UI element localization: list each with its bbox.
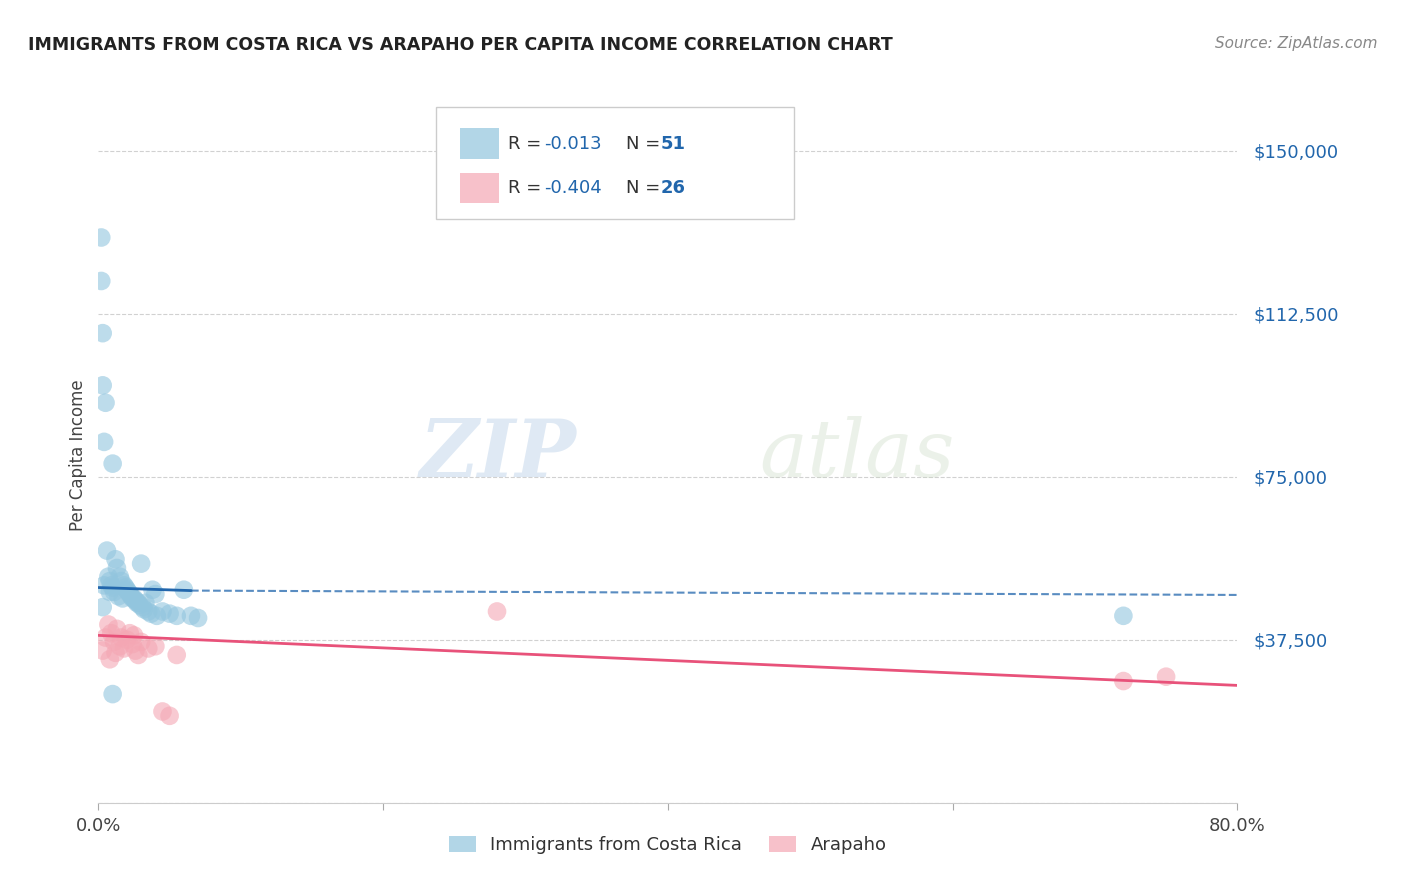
Text: -0.404: -0.404 bbox=[544, 179, 602, 197]
Point bbox=[127, 648, 149, 662]
Point bbox=[105, 561, 128, 575]
Point bbox=[101, 687, 124, 701]
Point bbox=[118, 626, 141, 640]
Text: -0.013: -0.013 bbox=[544, 135, 602, 153]
Point bbox=[129, 635, 152, 649]
Point bbox=[104, 646, 127, 660]
Point bbox=[173, 582, 195, 597]
Point bbox=[111, 591, 134, 606]
Point bbox=[104, 552, 127, 566]
Point bbox=[97, 617, 120, 632]
Point bbox=[152, 605, 174, 619]
Point bbox=[159, 607, 181, 621]
Point bbox=[124, 593, 146, 607]
Point bbox=[101, 581, 124, 595]
Text: atlas: atlas bbox=[759, 417, 955, 493]
Text: 26: 26 bbox=[661, 179, 686, 197]
Point bbox=[91, 326, 114, 340]
Point bbox=[103, 635, 125, 649]
Point bbox=[115, 582, 138, 597]
Point bbox=[120, 589, 142, 603]
Point bbox=[146, 608, 169, 623]
Point bbox=[98, 574, 121, 588]
Point bbox=[139, 607, 162, 621]
Point bbox=[128, 598, 150, 612]
Point bbox=[134, 596, 156, 610]
Point bbox=[96, 543, 118, 558]
Point bbox=[122, 628, 145, 642]
Point bbox=[1112, 674, 1135, 689]
Point bbox=[91, 600, 114, 615]
Point bbox=[132, 602, 155, 616]
Point bbox=[187, 611, 209, 625]
Point bbox=[122, 591, 145, 606]
Point bbox=[97, 570, 120, 584]
Point bbox=[91, 378, 114, 392]
Point bbox=[145, 587, 167, 601]
Point bbox=[121, 637, 143, 651]
Point bbox=[152, 705, 174, 719]
Point bbox=[127, 596, 149, 610]
Point bbox=[118, 587, 141, 601]
Text: R =: R = bbox=[508, 135, 547, 153]
Point bbox=[108, 639, 131, 653]
Text: Source: ZipAtlas.com: Source: ZipAtlas.com bbox=[1215, 36, 1378, 51]
Point bbox=[145, 639, 167, 653]
Point bbox=[94, 631, 117, 645]
Point bbox=[101, 457, 124, 471]
Legend: Immigrants from Costa Rica, Arapaho: Immigrants from Costa Rica, Arapaho bbox=[440, 827, 896, 863]
Point bbox=[110, 631, 132, 645]
Point bbox=[141, 582, 163, 597]
Point bbox=[90, 230, 112, 244]
Point bbox=[100, 626, 122, 640]
Point bbox=[105, 622, 128, 636]
Point bbox=[112, 641, 135, 656]
Point bbox=[129, 557, 152, 571]
Point bbox=[91, 643, 114, 657]
Point bbox=[131, 600, 153, 615]
Point bbox=[1112, 608, 1135, 623]
Point bbox=[108, 570, 131, 584]
Text: R =: R = bbox=[508, 179, 547, 197]
Point bbox=[98, 585, 121, 599]
Point bbox=[166, 648, 188, 662]
Point bbox=[486, 605, 509, 619]
Point bbox=[94, 395, 117, 409]
Point bbox=[159, 708, 181, 723]
Point bbox=[110, 574, 132, 588]
Text: IMMIGRANTS FROM COSTA RICA VS ARAPAHO PER CAPITA INCOME CORRELATION CHART: IMMIGRANTS FROM COSTA RICA VS ARAPAHO PE… bbox=[28, 36, 893, 54]
Point bbox=[90, 274, 112, 288]
Point bbox=[93, 434, 115, 449]
Point bbox=[125, 596, 148, 610]
Y-axis label: Per Capita Income: Per Capita Income bbox=[69, 379, 87, 531]
Point bbox=[98, 652, 121, 666]
Point bbox=[1154, 670, 1177, 684]
Text: 51: 51 bbox=[661, 135, 686, 153]
Point bbox=[107, 589, 129, 603]
Point bbox=[112, 578, 135, 592]
Point bbox=[93, 578, 115, 592]
Point bbox=[180, 608, 202, 623]
Point bbox=[117, 585, 139, 599]
Text: N =: N = bbox=[626, 179, 665, 197]
Point bbox=[103, 585, 125, 599]
Point bbox=[100, 578, 122, 592]
Point bbox=[114, 581, 136, 595]
Point bbox=[121, 591, 143, 606]
Text: ZIP: ZIP bbox=[420, 417, 576, 493]
Point bbox=[166, 608, 188, 623]
Text: N =: N = bbox=[626, 135, 665, 153]
Point bbox=[124, 643, 146, 657]
Point bbox=[136, 605, 159, 619]
Point bbox=[115, 632, 138, 647]
Point bbox=[136, 641, 159, 656]
